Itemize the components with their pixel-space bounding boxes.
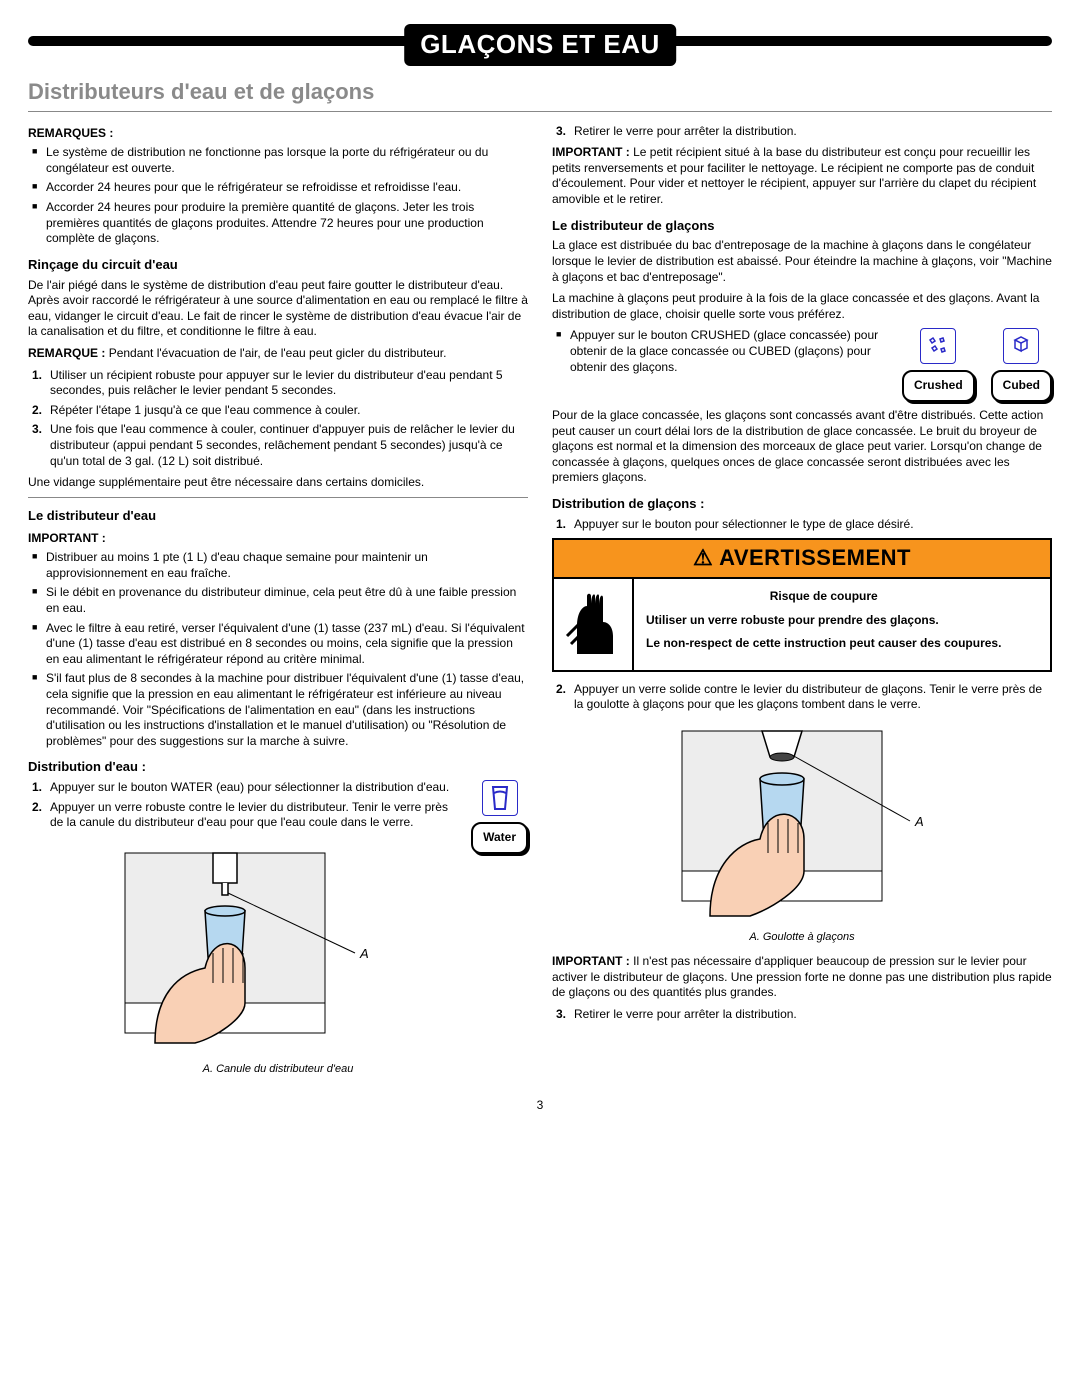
- rule: [28, 497, 528, 498]
- important-label: IMPORTANT :: [28, 531, 528, 547]
- rincage-title: Rinçage du circuit d'eau: [28, 257, 528, 274]
- warning-risk: Risque de coupure: [646, 589, 1001, 605]
- dist-eau-bullets: Distribuer au moins 1 pte (1 L) d'eau ch…: [28, 550, 528, 749]
- list-item: 3. Retirer le verre pour arrêter la dist…: [556, 1007, 1052, 1023]
- ice-intro: La glace est distribuée du bac d'entrepo…: [552, 238, 1052, 285]
- rincage-remarque: REMARQUE : Pendant l'évacuation de l'air…: [28, 346, 528, 362]
- ice-buttons: Crushed Cubed: [902, 328, 1052, 402]
- rincage-steps: 1. Utiliser un récipient robuste pour ap…: [28, 368, 528, 470]
- list-item: Appuyer sur le bouton CRUSHED (glace con…: [552, 328, 892, 375]
- text: Appuyer sur le bouton pour sélectionner …: [574, 517, 914, 531]
- glass-water-icon: [489, 785, 511, 811]
- ice-title: Le distributeur de glaçons: [552, 218, 1052, 235]
- two-column-layout: REMARQUES : Le système de distribution n…: [28, 120, 1052, 1086]
- warning-line2: Le non-respect de cette instruction peut…: [646, 636, 1001, 652]
- hand-cut-icon: [554, 579, 634, 670]
- label: IMPORTANT :: [552, 954, 630, 968]
- text: Une fois que l'eau commence à couler, co…: [50, 422, 515, 467]
- crushed-icon: [920, 328, 956, 364]
- text: Utiliser un récipient robuste pour appuy…: [50, 368, 503, 398]
- list-item: S'il faut plus de 8 secondes à la machin…: [28, 671, 528, 749]
- crushed-button: Crushed: [902, 370, 975, 402]
- ice-caption: A. Goulotte à glaçons: [552, 930, 1052, 944]
- warning-box: ⚠︎ AVERTISSEMENT Risque de coupure Utili…: [552, 538, 1052, 671]
- important-bottom: IMPORTANT : Il n'est pas nécessaire d'ap…: [552, 954, 1052, 1001]
- remarques-label: REMARQUES :: [28, 126, 528, 142]
- right-column: 3. Retirer le verre pour arrêter la dist…: [552, 120, 1052, 1086]
- water-button: Water: [471, 822, 528, 854]
- water-icon: [482, 780, 518, 816]
- dist-ice-step3: 3. Retirer le verre pour arrêter la dist…: [552, 1007, 1052, 1023]
- text: Appuyer un verre robuste contre le levie…: [50, 800, 448, 830]
- list-item: 2. Appuyer un verre solide contre le lev…: [556, 682, 1052, 713]
- warning-text: Risque de coupure Utiliser un verre robu…: [634, 579, 1013, 670]
- ice-p2: La machine à glaçons peut produire à la …: [552, 291, 1052, 322]
- ice-p3: Pour de la glace concassée, les glaçons …: [552, 408, 1052, 486]
- top-step3: 3. Retirer le verre pour arrêter la dist…: [552, 124, 1052, 140]
- list-item: 1. Appuyer sur le bouton WATER (eau) pou…: [32, 780, 461, 796]
- list-item: Avec le filtre à eau retiré, verser l'éq…: [28, 621, 528, 668]
- warning-title: AVERTISSEMENT: [719, 545, 911, 570]
- warning-triangle-icon: ⚠︎: [693, 545, 713, 570]
- dispenser-svg: A: [95, 843, 395, 1053]
- water-button-group: Water: [471, 780, 528, 854]
- dist-ice-step1: 1. Appuyer sur le bouton pour sélectionn…: [552, 517, 1052, 533]
- text: Appuyer un verre solide contre le levier…: [574, 682, 1042, 712]
- section-banner: GLAÇONS ET EAU: [28, 24, 1052, 58]
- text: Pendant l'évacuation de l'air, de l'eau …: [109, 346, 447, 360]
- list-item: 3. Retirer le verre pour arrêter la dist…: [556, 124, 1052, 140]
- label: REMARQUE :: [28, 346, 105, 360]
- text: Retirer le verre pour arrêter la distrib…: [574, 1007, 797, 1021]
- svg-text:A: A: [914, 814, 924, 829]
- list-item: Distribuer au moins 1 pte (1 L) d'eau ch…: [28, 550, 528, 581]
- warning-line1: Utiliser un verre robuste pour prendre d…: [646, 613, 1001, 629]
- crushed-group: Crushed: [902, 328, 975, 402]
- list-item: 2. Répéter l'étape 1 jusqu'à ce que l'ea…: [32, 403, 528, 419]
- left-column: REMARQUES : Le système de distribution n…: [28, 120, 528, 1086]
- section-title: Distributeurs d'eau et de glaçons: [28, 78, 1052, 107]
- dist-ice-title: Distribution de glaçons :: [552, 496, 1052, 513]
- dispense-water-steps: 1. Appuyer sur le bouton WATER (eau) pou…: [28, 780, 461, 835]
- list-item: Accorder 24 heures pour que le réfrigéra…: [28, 180, 528, 196]
- text: Répéter l'étape 1 jusqu'à ce que l'eau c…: [50, 403, 360, 417]
- warning-body: Risque de coupure Utiliser un verre robu…: [554, 579, 1050, 670]
- list-item: 1. Appuyer sur le bouton pour sélectionn…: [556, 517, 1052, 533]
- remarques-list: Le système de distribution ne fonctionne…: [28, 145, 528, 247]
- warning-header: ⚠︎ AVERTISSEMENT: [554, 540, 1050, 579]
- ice-bullet: Appuyer sur le bouton CRUSHED (glace con…: [552, 328, 892, 379]
- dist-eau-title: Le distributeur d'eau: [28, 508, 528, 525]
- list-item: Le système de distribution ne fonctionne…: [28, 145, 528, 176]
- important-top: IMPORTANT : Le petit récipient situé à l…: [552, 145, 1052, 207]
- cubed-group: Cubed: [991, 328, 1052, 402]
- cubed-button: Cubed: [991, 370, 1052, 402]
- list-item: 1. Utiliser un récipient robuste pour ap…: [32, 368, 528, 399]
- banner-title: GLAÇONS ET EAU: [404, 24, 676, 66]
- rincage-outro: Une vidange supplémentaire peut être néc…: [28, 475, 528, 491]
- ice-dispenser-illustration: A: [552, 721, 1052, 926]
- dispense-water-title: Distribution d'eau :: [28, 759, 528, 776]
- list-item: Accorder 24 heures pour produire la prem…: [28, 200, 528, 247]
- label: IMPORTANT :: [552, 145, 630, 159]
- dispenser-svg: A: [652, 721, 952, 921]
- page-number: 3: [28, 1098, 1052, 1114]
- text: Appuyer sur le bouton WATER (eau) pour s…: [50, 780, 449, 794]
- text: Retirer le verre pour arrêter la distrib…: [574, 124, 797, 138]
- dist-ice-step2: 2. Appuyer un verre solide contre le lev…: [552, 682, 1052, 713]
- water-dispenser-illustration: A: [28, 843, 528, 1058]
- section-rule: [28, 111, 1052, 112]
- rincage-intro: De l'air piégé dans le système de distri…: [28, 278, 528, 340]
- list-item: 3. Une fois que l'eau commence à couler,…: [32, 422, 528, 469]
- label-a: A: [359, 946, 369, 961]
- list-item: Si le débit en provenance du distributeu…: [28, 585, 528, 616]
- water-caption: A. Canule du distributeur d'eau: [28, 1062, 528, 1076]
- cubed-icon: [1003, 328, 1039, 364]
- list-item: 2. Appuyer un verre robuste contre le le…: [32, 800, 461, 831]
